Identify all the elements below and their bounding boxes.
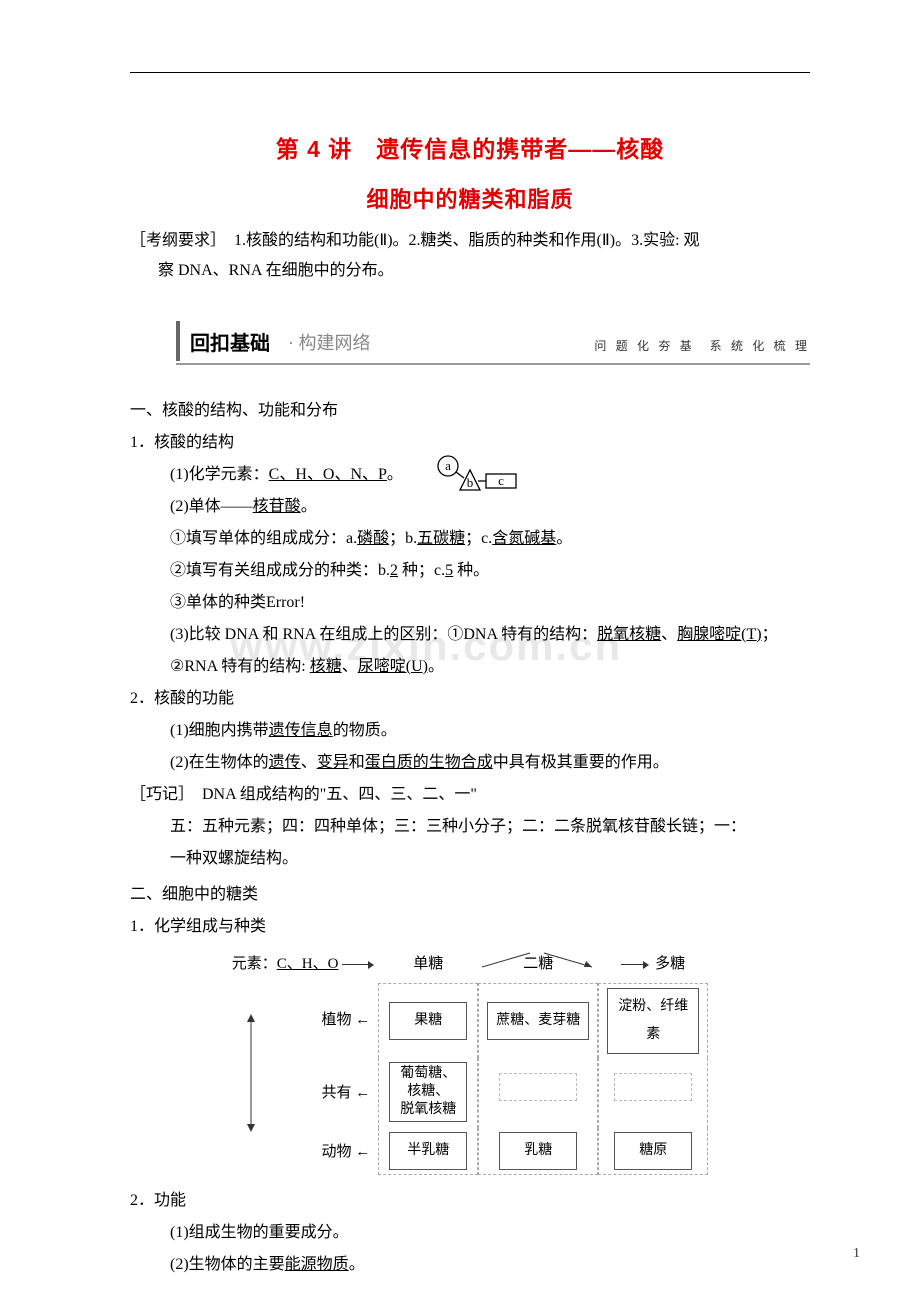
cell-animal-er: 乳糖 (499, 1132, 577, 1170)
section-bar-right: 问 题 化 夯 基 系 统 化 梳 理 (594, 337, 810, 354)
cell-plant-dan: 果糖 (389, 1002, 467, 1040)
cell-plant-duo: 淀粉、纤维素 (607, 988, 699, 1054)
cell-shared-dan: 葡萄糖、 核糖、 脱氧核糖 (389, 1062, 467, 1123)
s2-heading: 二、细胞中的糖类 (130, 879, 810, 911)
s2-p2: 2．功能 (130, 1185, 810, 1217)
title-main: 第 4 讲 遗传信息的携带者——核酸 (130, 130, 810, 164)
s1-q1: 五：五种元素；四：四种单体；三：三种小分子；二：二条脱氧核苷酸长链；一： (130, 811, 810, 843)
s1-l6: (3)比较 DNA 和 RNA 在组成上的区别：①DNA 特有的结构：脱氧核糖、… (130, 619, 810, 651)
hdr-er: 二糖 (523, 956, 553, 972)
s2-f1: (1)组成生物的重要成分。 (130, 1217, 810, 1249)
kaogang-line2: 察 DNA、RNA 在细胞中的分布。 (130, 256, 810, 286)
s1-l5: ③单体的种类Error! (130, 587, 810, 619)
row-plant: 植物 ← (270, 983, 378, 1058)
abc-diagram: a b c (430, 454, 550, 502)
section-bar-rule (176, 321, 180, 361)
row-animal: 动物 ← (270, 1128, 378, 1175)
section-bar-strong: 回扣基础 (190, 327, 270, 356)
s2-f2: (2)生物体的主要能源物质。 (130, 1249, 810, 1281)
row-shared: 共有 ← (270, 1058, 378, 1128)
title-sub: 细胞中的糖类和脂质 (130, 182, 810, 214)
abc-a: a (445, 458, 451, 473)
sugar-table: 元素：C、H、O 单糖 二糖 多糖 (130, 949, 810, 1175)
s1-p2: 2．核酸的功能 (130, 683, 810, 715)
section-underline (176, 363, 810, 365)
section-bar: 回扣基础 · 构建网络 问 题 化 夯 基 系 统 化 梳 理 (130, 327, 810, 363)
kaogang-line1: ［考纲要求］ 1.核酸的结构和功能(Ⅱ)。2.糖类、脂质的种类和作用(Ⅱ)。3.… (130, 226, 810, 256)
cell-shared-duo (614, 1073, 692, 1101)
s1-f1: (1)细胞内携带遗传信息的物质。 (130, 715, 810, 747)
s2-p1: 1．化学组成与种类 (130, 911, 810, 943)
hdr-duo: 多糖 (655, 956, 685, 972)
abc-b: b (467, 475, 474, 490)
cell-plant-er: 蔗糖、麦芽糖 (487, 1002, 589, 1040)
page-number: 1 (853, 1246, 860, 1262)
abc-c: c (498, 473, 504, 488)
section-bar-light: · 构建网络 (288, 329, 371, 355)
hdr-dan: 单糖 (378, 949, 478, 983)
s1-f2: (2)在生物体的遗传、变异和蛋白质的生物合成中具有极其重要的作用。 (130, 747, 810, 779)
s1-q2: 一种双螺旋结构。 (130, 843, 810, 875)
top-rule (130, 72, 810, 73)
cell-shared-er (499, 1073, 577, 1101)
s1-l7: ②RNA 特有的结构: 核糖、尿嘧啶(U)。 (130, 651, 810, 683)
exam-requirements: ［考纲要求］ 1.核酸的结构和功能(Ⅱ)。2.糖类、脂质的种类和作用(Ⅱ)。3.… (130, 226, 810, 287)
cell-animal-duo: 糖原 (614, 1132, 692, 1170)
content: 一、核酸的结构、功能和分布 1．核酸的结构 (1)化学元素：C、H、O、N、P。… (130, 395, 810, 1281)
s1-heading: 一、核酸的结构、功能和分布 (130, 395, 810, 427)
s1-l4: ②填写有关组成成分的种类：b.2 种；c.5 种。 (130, 555, 810, 587)
s1-qiao: ［巧记］ DNA 组成结构的"五、四、三、二、一" (130, 779, 810, 811)
s1-l3: ①填写单体的组成成分：a.磷酸；b.五碳糖；c.含氮碱基。 (130, 523, 810, 555)
cell-animal-dan: 半乳糖 (389, 1132, 467, 1170)
